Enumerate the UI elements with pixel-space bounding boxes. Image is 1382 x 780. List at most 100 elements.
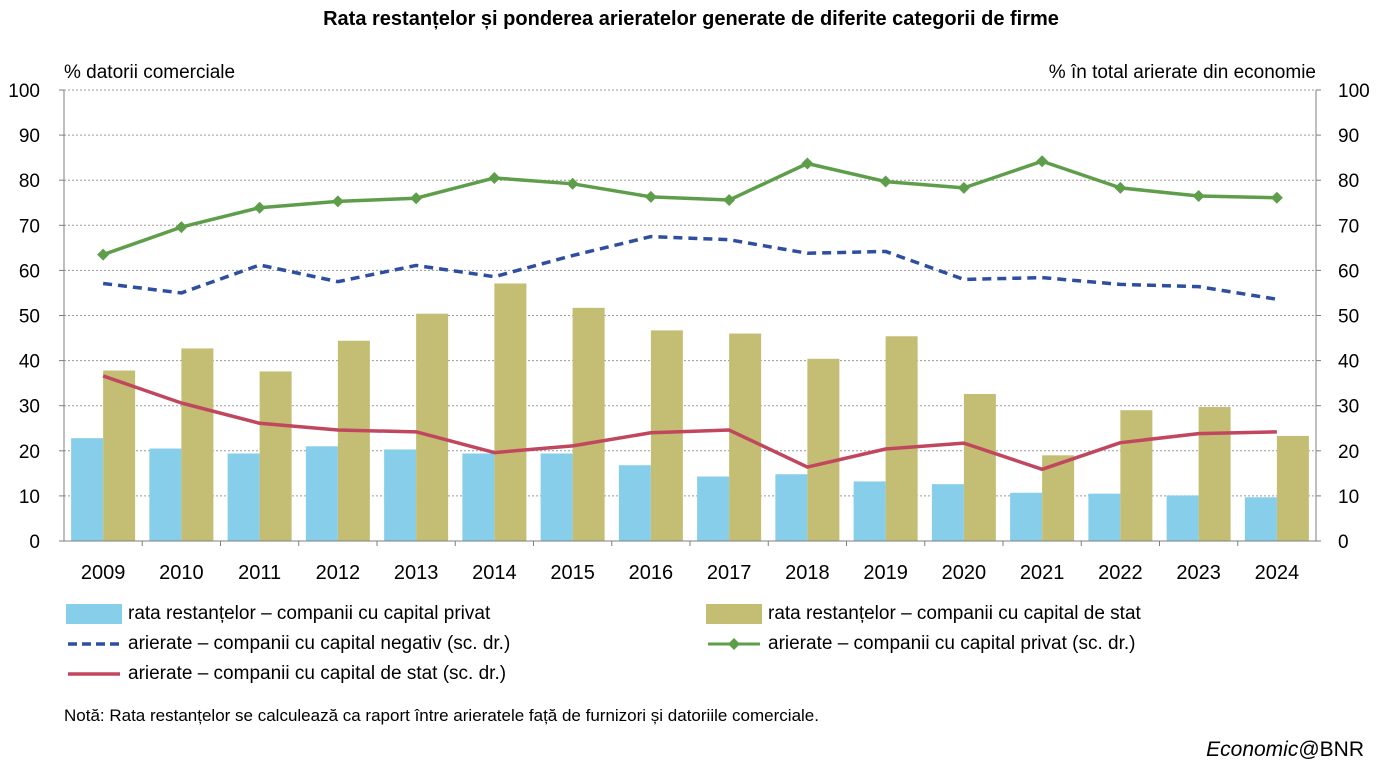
- y-tick-label-right: 70: [1338, 216, 1359, 237]
- data-point: [253, 201, 266, 214]
- x-tick-label: 2021: [1020, 562, 1065, 584]
- bar: [337, 340, 370, 541]
- bar: [1244, 497, 1277, 541]
- y-tick-label-left: 20: [19, 442, 40, 463]
- brand-prefix: Economic: [1206, 738, 1299, 761]
- bar: [807, 358, 840, 541]
- y-tick-label-right: 40: [1338, 352, 1359, 373]
- y-tick-label-left: 100: [8, 81, 40, 102]
- x-tick-label: 2009: [81, 562, 126, 584]
- x-tick-label: 2010: [159, 562, 204, 584]
- data-point: [1114, 181, 1127, 194]
- y-tick-label-right: 90: [1338, 126, 1359, 147]
- y-tick-label-left: 40: [19, 352, 40, 373]
- data-point: [1192, 189, 1205, 202]
- y-tick-label-left: 50: [19, 307, 40, 328]
- x-tick-label: 2011: [238, 562, 281, 584]
- bar: [1120, 410, 1153, 541]
- legend-key-line-private: [706, 634, 762, 654]
- y-tick-label-right: 30: [1338, 397, 1359, 418]
- x-tick-label: 2023: [1176, 562, 1221, 584]
- bars-group: [71, 283, 1309, 541]
- bar: [618, 465, 651, 541]
- bar: [650, 330, 683, 541]
- x-tick-label: 2013: [394, 562, 439, 584]
- bar: [305, 446, 338, 541]
- series-line: [102, 234, 1278, 301]
- x-tick-label: 2020: [942, 562, 987, 584]
- bar: [931, 484, 964, 541]
- legend-item-bar-private: rata restanțelor – companii cu capital p…: [66, 603, 490, 625]
- data-point: [723, 194, 736, 207]
- bar: [1010, 492, 1043, 541]
- x-tick-label: 2024: [1255, 562, 1300, 584]
- bar: [963, 393, 996, 541]
- bar: [1088, 493, 1121, 541]
- bar: [1166, 495, 1199, 541]
- y-tick-label-left: 10: [19, 487, 40, 508]
- bar: [697, 476, 730, 541]
- legend-label: arierate – companii cu capital negativ (…: [128, 633, 511, 654]
- y-tick-label-right: 60: [1338, 261, 1359, 282]
- y-tick-label-right: 100: [1338, 81, 1370, 102]
- data-point: [957, 181, 970, 194]
- data-point: [879, 175, 892, 188]
- bar: [149, 448, 182, 541]
- legend-item-line-negative: arierate – companii cu capital negativ (…: [66, 633, 510, 655]
- bar: [853, 481, 886, 541]
- x-tick-label: 2015: [550, 562, 595, 584]
- bar: [885, 336, 918, 541]
- legend-key-line-state: [66, 664, 122, 684]
- y-tick-label-right: 0: [1338, 532, 1349, 553]
- x-tick-label: 2019: [863, 562, 908, 584]
- x-tick-label: 2012: [316, 562, 361, 584]
- series-line: [102, 374, 1277, 472]
- legend-item-line-private: arierate – companii cu capital privat (s…: [706, 633, 1136, 655]
- bar: [416, 313, 449, 541]
- legend-key-line-negative: [66, 634, 122, 654]
- series-line: [102, 159, 1277, 257]
- legend-label: rata restanțelor – companii cu capital p…: [128, 603, 491, 624]
- x-tick-label: 2016: [629, 562, 674, 584]
- bar: [1276, 435, 1309, 541]
- bar: [103, 370, 136, 541]
- legend-item-line-state: arierate – companii cu capital de stat (…: [66, 663, 506, 685]
- data-point: [644, 190, 657, 203]
- bar: [572, 307, 605, 541]
- x-tick-label: 2022: [1098, 562, 1143, 584]
- y-tick-label-right: 10: [1338, 487, 1359, 508]
- left-axis-label: % datorii comerciale: [64, 62, 236, 83]
- bar: [494, 283, 527, 541]
- footnote: Notă: Rata restanțelor se calculează ca …: [64, 706, 819, 725]
- brand-label: Economic@BNR: [1206, 738, 1364, 762]
- x-tick-label: 2017: [707, 562, 752, 584]
- legend-label: rata restanțelor – companii cu capital d…: [768, 603, 1141, 624]
- bar: [71, 438, 104, 541]
- legend-key-bar-state: [706, 604, 762, 624]
- data-point: [488, 171, 501, 184]
- bar: [384, 449, 417, 541]
- x-tick-label: 2018: [785, 562, 830, 584]
- right-axis-label: % în total arierate din economie: [1048, 62, 1316, 83]
- data-point: [566, 177, 579, 190]
- data-point: [331, 195, 344, 208]
- legend-label: arierate – companii cu capital de stat (…: [128, 663, 507, 684]
- data-point: [175, 221, 188, 234]
- bar: [540, 453, 573, 541]
- bar: [462, 453, 495, 541]
- data-point: [97, 248, 110, 261]
- y-tick-label-right: 80: [1338, 171, 1359, 192]
- lines-group: [97, 155, 1283, 472]
- bar: [181, 348, 214, 541]
- chart-title: Rata restanțelor și ponderea arieratelor…: [323, 8, 1059, 30]
- data-point: [1036, 155, 1049, 168]
- y-tick-label-left: 70: [19, 216, 40, 237]
- x-tick-label: 2014: [472, 562, 517, 584]
- bar: [227, 453, 260, 541]
- legend-key-bar-private: [66, 604, 122, 624]
- bar: [1042, 455, 1075, 541]
- y-tick-label-right: 20: [1338, 442, 1359, 463]
- y-tick-label-right: 50: [1338, 307, 1359, 328]
